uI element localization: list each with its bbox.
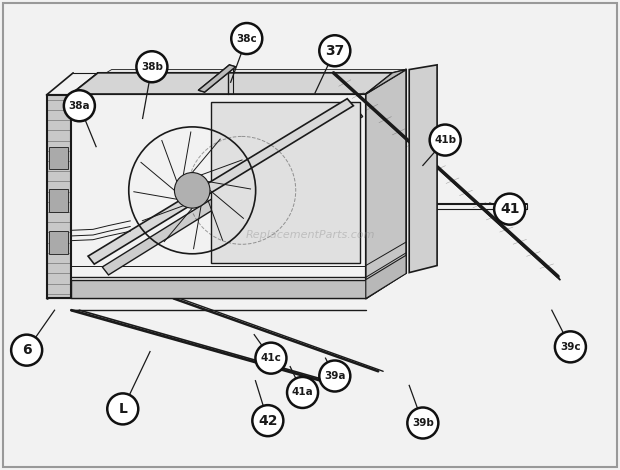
Text: L: L xyxy=(118,402,127,416)
Text: 38b: 38b xyxy=(141,62,163,72)
Circle shape xyxy=(64,90,95,121)
Polygon shape xyxy=(366,70,406,298)
Polygon shape xyxy=(366,255,406,298)
Text: 37: 37 xyxy=(325,44,345,58)
Circle shape xyxy=(319,35,350,66)
Text: 41c: 41c xyxy=(260,353,281,363)
Text: 39b: 39b xyxy=(412,418,434,428)
Circle shape xyxy=(174,172,210,208)
Text: 41: 41 xyxy=(500,202,520,216)
Text: 41a: 41a xyxy=(291,387,314,398)
Circle shape xyxy=(107,393,138,424)
Polygon shape xyxy=(71,70,406,94)
Polygon shape xyxy=(88,99,353,264)
Polygon shape xyxy=(71,280,366,298)
Bar xyxy=(49,231,68,254)
Circle shape xyxy=(407,407,438,439)
Circle shape xyxy=(494,194,525,225)
Circle shape xyxy=(555,331,586,362)
Polygon shape xyxy=(46,95,71,298)
Text: 38a: 38a xyxy=(69,101,90,111)
Polygon shape xyxy=(366,70,406,94)
Circle shape xyxy=(319,360,350,392)
Polygon shape xyxy=(211,102,360,263)
Text: 6: 6 xyxy=(22,343,32,357)
Bar xyxy=(49,189,68,212)
Polygon shape xyxy=(71,73,392,94)
Text: ReplacementParts.com: ReplacementParts.com xyxy=(246,230,374,240)
Polygon shape xyxy=(409,65,437,273)
Circle shape xyxy=(136,51,167,82)
Polygon shape xyxy=(102,109,363,275)
Text: 41b: 41b xyxy=(434,135,456,145)
Text: 42: 42 xyxy=(258,414,278,428)
Circle shape xyxy=(255,343,286,374)
Bar xyxy=(49,147,68,169)
Circle shape xyxy=(287,377,318,408)
Text: 39c: 39c xyxy=(560,342,581,352)
Circle shape xyxy=(252,405,283,436)
Text: 38c: 38c xyxy=(236,33,257,44)
Text: 39a: 39a xyxy=(324,371,345,381)
Polygon shape xyxy=(198,65,236,92)
Circle shape xyxy=(430,125,461,156)
Circle shape xyxy=(11,335,42,366)
Circle shape xyxy=(231,23,262,54)
